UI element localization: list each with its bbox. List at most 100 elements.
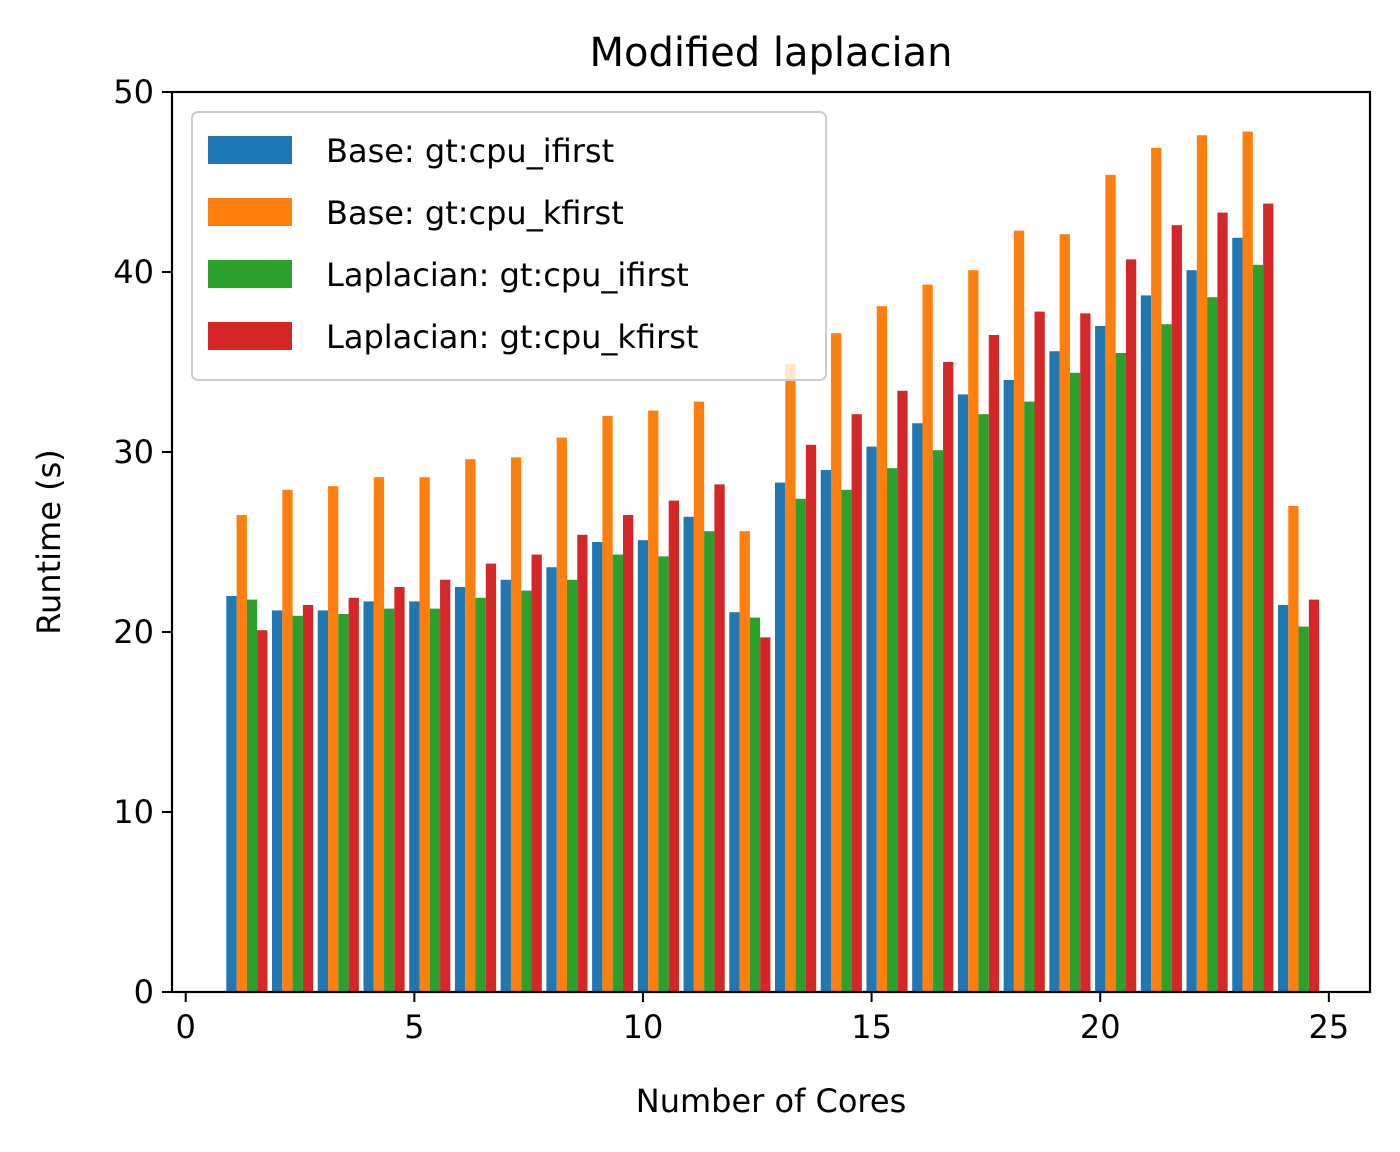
bar-series-2-x-13 — [785, 363, 796, 992]
bar-series-3-x-8 — [566, 579, 578, 992]
bar-series-1-x-4 — [363, 601, 374, 992]
bar-series-3-x-19 — [1069, 372, 1081, 992]
bar-series-3-x-4 — [384, 608, 395, 992]
bar-series-3-x-14 — [841, 489, 852, 992]
bar-series-2-x-14 — [831, 333, 842, 992]
y-tick-label-30: 30 — [113, 433, 154, 471]
legend-label-1: Base: gt:cpu_ifirst — [326, 132, 614, 170]
bar-series-1-x-19 — [1049, 351, 1060, 992]
x-tick-label-10: 10 — [623, 1008, 664, 1046]
legend-swatch-1 — [208, 136, 292, 164]
bar-series-1-x-7 — [500, 579, 511, 992]
bar-series-3-x-1 — [246, 599, 258, 992]
bar-series-1-x-14 — [820, 470, 832, 992]
bar-series-4-x-9 — [622, 515, 634, 992]
bar-series-2-x-18 — [1013, 230, 1025, 993]
bar-series-4-x-11 — [714, 484, 725, 992]
plot-frame — [170, 90, 1372, 994]
bar-series-4-x-17 — [988, 335, 1000, 992]
bar-series-1-x-15 — [866, 446, 877, 993]
bar-series-4-x-15 — [897, 390, 908, 992]
bar-series-2-x-1 — [236, 515, 247, 992]
y-axis-ticks: 0 10 20 30 40 50 — [113, 73, 172, 1011]
bar-series-4-x-23 — [1263, 203, 1274, 993]
bar-series-1-x-1 — [226, 596, 237, 992]
bar-series-2-x-22 — [1196, 135, 1208, 992]
bar-series-2-x-21 — [1151, 147, 1162, 993]
bar-series-4-x-4 — [394, 587, 405, 992]
bar-series-4-x-24 — [1308, 599, 1320, 992]
y-tick-label-10: 10 — [113, 793, 154, 831]
bar-series-2-x-24 — [1288, 506, 1299, 992]
bar-series-2-x-4 — [373, 477, 385, 992]
bar-series-3-x-6 — [475, 597, 486, 992]
bar-series-2-x-11 — [693, 401, 705, 993]
bar-series-3-x-17 — [978, 414, 989, 992]
bar-series-2-x-2 — [282, 489, 293, 992]
bar-series-4-x-7 — [531, 554, 542, 992]
bar-series-1-x-6 — [454, 587, 466, 992]
bar-series-1-x-24 — [1277, 605, 1289, 992]
y-tick-label-0: 0 — [134, 973, 154, 1011]
legend: Base: gt:cpu_ifirst Base: gt:cpu_kfirst La… — [191, 111, 827, 381]
bar-series-2-x-20 — [1105, 174, 1116, 993]
bar-series-3-x-23 — [1252, 264, 1264, 992]
legend-label-3: Laplacian: gt:cpu_ifirst — [326, 256, 689, 294]
bar-series-3-x-13 — [795, 498, 806, 992]
x-tick-label-15: 15 — [851, 1008, 892, 1046]
bar-series-2-x-12 — [739, 531, 750, 992]
bar-series-4-x-6 — [485, 563, 497, 992]
y-tick-label-40: 40 — [113, 253, 154, 291]
bar-series-2-x-19 — [1059, 234, 1070, 992]
x-tick-label-5: 5 — [404, 1008, 424, 1046]
x-axis-label: Number of Cores — [636, 1082, 906, 1120]
legend-label-4: Laplacian: gt:cpu_kfirst — [326, 318, 698, 356]
bar-series-3-x-10 — [658, 556, 669, 992]
bar-series-2-x-16 — [922, 284, 933, 993]
legend-swatch-2 — [208, 198, 292, 226]
bar-series-4-x-3 — [348, 597, 359, 992]
bar-series-2-x-6 — [465, 459, 476, 992]
bar-series-3-x-3 — [338, 614, 349, 992]
bar-series-3-x-12 — [749, 617, 761, 992]
bar-series-1-x-12 — [729, 612, 740, 992]
x-tick-label-0: 0 — [176, 1008, 196, 1046]
bar-series-3-x-20 — [1115, 353, 1126, 992]
bar-series-1-x-16 — [912, 423, 923, 992]
bar-series-2-x-15 — [876, 306, 888, 992]
bar-series-1-x-11 — [683, 516, 694, 992]
bar-series-1-x-8 — [546, 567, 557, 992]
x-tick-label-25: 25 — [1308, 1008, 1349, 1046]
bar-series-3-x-16 — [932, 450, 944, 992]
bar-series-1-x-13 — [775, 482, 786, 992]
legend-swatch-3 — [208, 260, 292, 288]
bar-series-3-x-22 — [1207, 297, 1218, 992]
chart-title: Modified laplacian — [589, 30, 952, 76]
legend-swatch-4 — [208, 322, 292, 350]
bar-series-3-x-11 — [704, 531, 715, 992]
legend-box — [191, 111, 827, 381]
bar-series-1-x-22 — [1186, 270, 1197, 992]
y-tick-label-20: 20 — [113, 613, 154, 651]
bar-series-4-x-21 — [1171, 225, 1182, 992]
bar-series-3-x-5 — [429, 608, 441, 992]
bar-series-3-x-15 — [887, 468, 898, 992]
bar-series-2-x-9 — [602, 416, 613, 992]
y-axis-label: Runtime (s) — [30, 449, 68, 634]
legend-label-2: Base: gt:cpu_kfirst — [326, 194, 624, 232]
bar-series-2-x-10 — [648, 410, 659, 993]
bar-series-3-x-7 — [521, 590, 532, 992]
bar-series-4-x-22 — [1217, 212, 1228, 993]
bar-series-4-x-16 — [943, 362, 954, 992]
bar-series-1-x-17 — [957, 394, 969, 992]
bar-series-2-x-23 — [1242, 131, 1253, 993]
bars-group — [226, 131, 1320, 993]
bar-series-1-x-9 — [592, 542, 603, 992]
bar-series-2-x-3 — [328, 486, 339, 992]
bar-series-1-x-3 — [317, 610, 329, 992]
bar-series-3-x-18 — [1024, 401, 1035, 993]
bar-series-4-x-18 — [1034, 311, 1045, 993]
x-axis-ticks: 0 5 10 15 20 25 — [176, 992, 1349, 1046]
bar-series-1-x-18 — [1003, 380, 1014, 992]
bar-series-4-x-13 — [805, 444, 817, 992]
